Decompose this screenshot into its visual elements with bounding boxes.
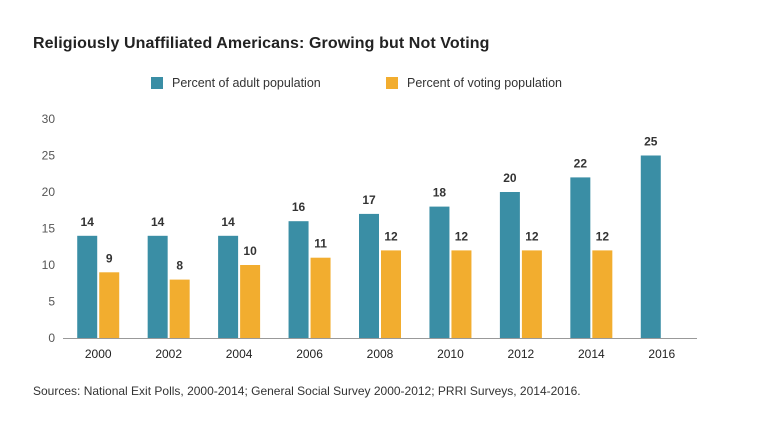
bar-adult-population [640, 155, 661, 338]
data-label-voting-population: 8 [176, 259, 183, 273]
data-label-adult-population: 14 [221, 215, 235, 229]
data-label-adult-population: 18 [433, 186, 447, 200]
data-label-voting-population: 12 [596, 229, 610, 243]
y-tick-label: 20 [42, 185, 56, 199]
bar-voting-population [99, 272, 120, 338]
data-label-voting-population: 9 [106, 251, 113, 265]
x-tick-label: 2012 [508, 347, 535, 361]
x-tick-label: 2000 [85, 347, 112, 361]
bar-voting-population [169, 279, 190, 338]
x-tick-label: 2014 [578, 347, 605, 361]
y-tick-label: 25 [42, 149, 56, 163]
y-tick-label: 15 [42, 222, 56, 236]
y-tick-label: 30 [42, 112, 56, 126]
x-tick-label: 2008 [367, 347, 394, 361]
x-tick-label: 2010 [437, 347, 464, 361]
legend-swatch-adult [151, 77, 163, 89]
bar-adult-population [499, 192, 520, 338]
legend-swatch-voting [386, 77, 398, 89]
bar-voting-population [451, 250, 472, 338]
bar-voting-population [521, 250, 542, 338]
data-label-adult-population: 25 [644, 135, 658, 149]
data-label-adult-population: 20 [503, 171, 517, 185]
data-label-voting-population: 12 [525, 229, 539, 243]
data-label-adult-population: 22 [574, 156, 588, 170]
bar-adult-population [77, 235, 98, 338]
x-tick-label: 2016 [648, 347, 675, 361]
x-tick-label: 2004 [226, 347, 253, 361]
bar-voting-population [592, 250, 613, 338]
data-label-adult-population: 17 [362, 193, 376, 207]
x-tick-label: 2002 [155, 347, 182, 361]
legend: Percent of adult population Percent of v… [0, 76, 771, 96]
bar-adult-population [359, 213, 379, 338]
data-label-voting-population: 10 [243, 244, 257, 258]
x-tick-label: 2006 [296, 347, 323, 361]
data-label-adult-population: 16 [292, 200, 306, 214]
legend-label-adult: Percent of adult population [172, 76, 321, 90]
legend-label-voting: Percent of voting population [407, 76, 562, 90]
bar-adult-population [288, 221, 309, 338]
y-tick-label: 10 [42, 258, 56, 272]
y-tick-label: 5 [48, 295, 55, 309]
bar-adult-population [429, 206, 450, 338]
source-note: Sources: National Exit Polls, 2000-2014;… [33, 384, 581, 398]
data-label-adult-population: 14 [151, 215, 165, 229]
bar-voting-population [240, 265, 261, 338]
data-label-voting-population: 11 [314, 237, 327, 251]
bar-adult-population [218, 235, 239, 338]
bar-adult-population [570, 177, 591, 338]
y-tick-label: 0 [48, 331, 55, 345]
legend-item-voting: Percent of voting population [386, 76, 562, 90]
bar-adult-population [147, 235, 168, 338]
bar-voting-population [310, 257, 331, 338]
data-label-adult-population: 14 [81, 215, 95, 229]
data-label-voting-population: 12 [384, 229, 398, 243]
data-label-voting-population: 12 [455, 229, 469, 243]
bar-voting-population [381, 250, 401, 338]
chart-title: Religiously Unaffiliated Americans: Grow… [33, 35, 490, 52]
legend-item-adult: Percent of adult population [151, 76, 321, 90]
